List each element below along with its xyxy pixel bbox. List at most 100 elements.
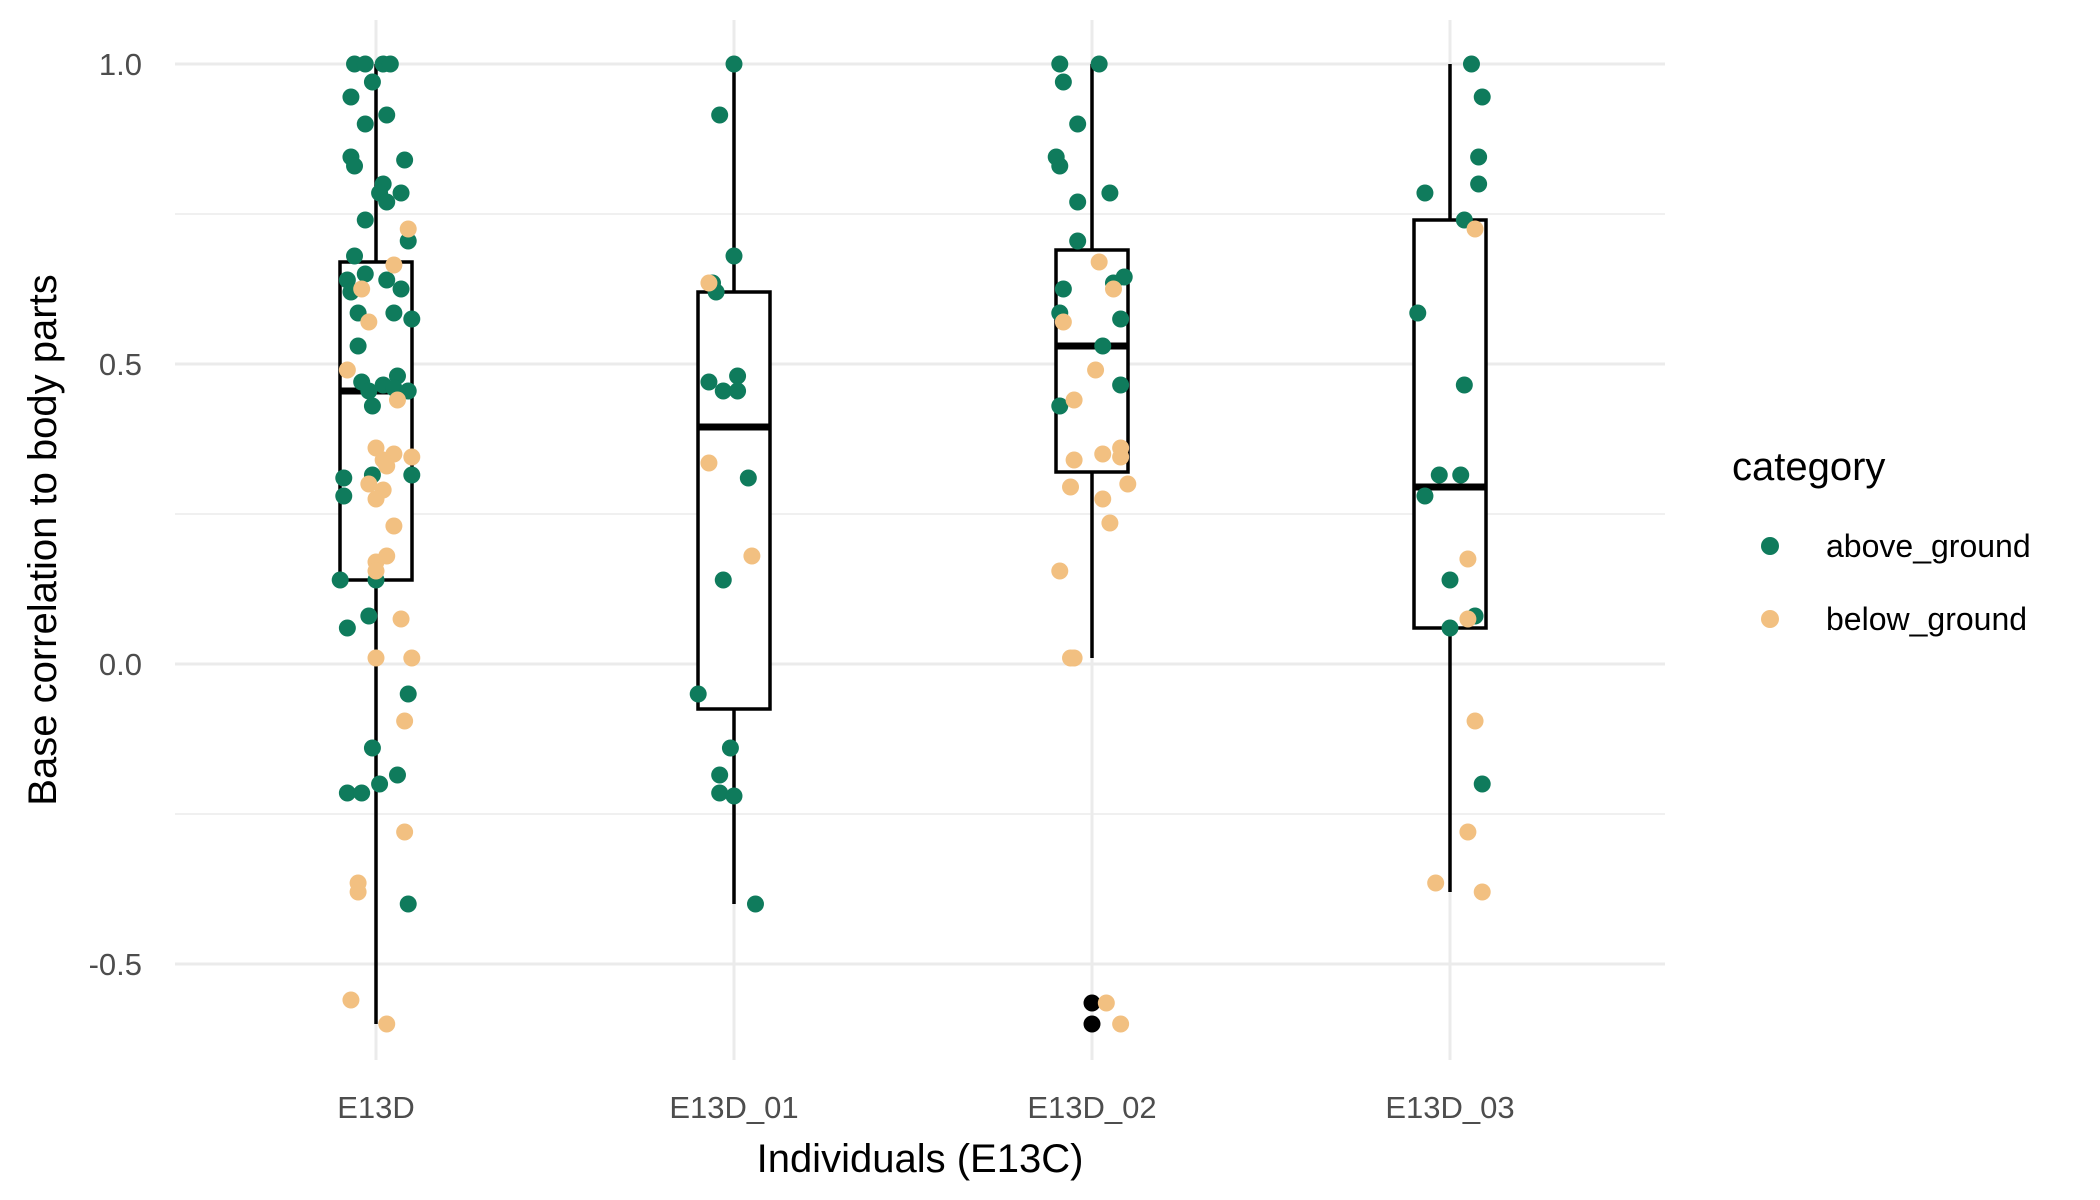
y-tick-label: -0.5 bbox=[89, 947, 142, 982]
data-point bbox=[356, 211, 374, 229]
data-point bbox=[1459, 823, 1477, 841]
data-point bbox=[363, 397, 381, 415]
y-tick-label: 1.0 bbox=[99, 47, 142, 82]
data-point bbox=[367, 562, 385, 580]
data-point bbox=[392, 610, 410, 628]
data-point bbox=[1455, 376, 1473, 394]
data-point bbox=[338, 361, 356, 379]
data-point bbox=[1462, 55, 1480, 73]
series-below_ground bbox=[338, 220, 1491, 1033]
data-point bbox=[739, 469, 757, 487]
data-point bbox=[1062, 478, 1080, 496]
data-point bbox=[349, 337, 367, 355]
data-point bbox=[1054, 73, 1072, 91]
data-point bbox=[1112, 376, 1130, 394]
data-point bbox=[711, 106, 729, 124]
data-point bbox=[1112, 1015, 1130, 1033]
data-point bbox=[378, 106, 396, 124]
box-E13D_01 bbox=[696, 64, 772, 904]
legend-title: category bbox=[1732, 445, 1885, 489]
data-point bbox=[396, 151, 414, 169]
data-point bbox=[700, 373, 718, 391]
data-point bbox=[1459, 610, 1477, 628]
y-tick-label: 0.0 bbox=[99, 647, 142, 682]
data-point bbox=[1473, 883, 1491, 901]
data-point bbox=[396, 823, 414, 841]
data-point bbox=[1452, 466, 1470, 484]
points bbox=[331, 55, 1491, 1033]
data-point bbox=[367, 649, 385, 667]
data-point bbox=[396, 712, 414, 730]
x-tick-label: E13D_02 bbox=[1027, 1090, 1156, 1125]
data-point bbox=[335, 469, 353, 487]
data-point bbox=[1112, 310, 1130, 328]
data-point bbox=[729, 367, 747, 385]
x-tick-label: E13D bbox=[337, 1090, 415, 1125]
data-point bbox=[338, 619, 356, 637]
data-point bbox=[360, 313, 378, 331]
data-point bbox=[363, 73, 381, 91]
data-point bbox=[1473, 88, 1491, 106]
legend-entry-above_ground: above_ground bbox=[1761, 528, 2031, 564]
data-point bbox=[378, 457, 396, 475]
data-point bbox=[1441, 571, 1459, 589]
data-point bbox=[399, 685, 417, 703]
series-above_ground bbox=[331, 55, 1491, 913]
data-point bbox=[721, 739, 739, 757]
boxes bbox=[338, 64, 1488, 1033]
data-point bbox=[1065, 649, 1083, 667]
data-point bbox=[331, 571, 349, 589]
legend-key bbox=[1761, 537, 1779, 555]
data-point bbox=[1090, 253, 1108, 271]
data-point bbox=[743, 547, 761, 565]
data-point bbox=[1051, 397, 1069, 415]
data-point bbox=[725, 247, 743, 265]
data-point bbox=[746, 895, 764, 913]
data-point bbox=[1069, 115, 1087, 133]
data-point bbox=[711, 784, 729, 802]
data-point bbox=[360, 475, 378, 493]
legend-entry-below_ground: below_ground bbox=[1761, 601, 2027, 637]
data-point bbox=[1051, 55, 1069, 73]
data-point bbox=[360, 382, 378, 400]
data-point bbox=[711, 766, 729, 784]
data-point bbox=[388, 766, 406, 784]
data-point bbox=[1094, 337, 1112, 355]
data-point bbox=[729, 382, 747, 400]
data-point bbox=[385, 256, 403, 274]
data-point bbox=[342, 88, 360, 106]
outlier-point bbox=[1083, 1015, 1101, 1033]
data-point bbox=[356, 265, 374, 283]
data-point bbox=[1104, 280, 1122, 298]
data-point bbox=[356, 115, 374, 133]
box-iqr bbox=[1412, 218, 1488, 630]
legend-label: above_ground bbox=[1826, 528, 2031, 564]
data-point bbox=[399, 232, 417, 250]
data-point bbox=[1119, 475, 1137, 493]
data-point bbox=[1065, 391, 1083, 409]
data-point bbox=[700, 454, 718, 472]
data-point bbox=[356, 55, 374, 73]
data-point bbox=[381, 55, 399, 73]
data-point bbox=[1441, 619, 1459, 637]
data-point bbox=[714, 571, 732, 589]
data-point bbox=[346, 157, 364, 175]
legend-label: below_ground bbox=[1826, 601, 2027, 637]
data-point bbox=[353, 784, 371, 802]
data-point bbox=[1094, 490, 1112, 508]
data-point bbox=[353, 280, 371, 298]
data-point bbox=[1466, 712, 1484, 730]
x-tick-labels: E13D E13D_01 E13D_02 E13D_03 bbox=[337, 1090, 1514, 1125]
data-point bbox=[1466, 220, 1484, 238]
data-point bbox=[1409, 304, 1427, 322]
x-tick-label: E13D_03 bbox=[1385, 1090, 1514, 1125]
data-point bbox=[385, 304, 403, 322]
data-point bbox=[388, 391, 406, 409]
legend: category above_ground below_ground bbox=[1732, 445, 2031, 637]
data-point bbox=[1473, 775, 1491, 793]
legend-key bbox=[1761, 610, 1779, 628]
data-point bbox=[689, 685, 707, 703]
y-tick-labels: -0.5 0.0 0.5 1.0 bbox=[89, 47, 142, 982]
data-point bbox=[1069, 232, 1087, 250]
